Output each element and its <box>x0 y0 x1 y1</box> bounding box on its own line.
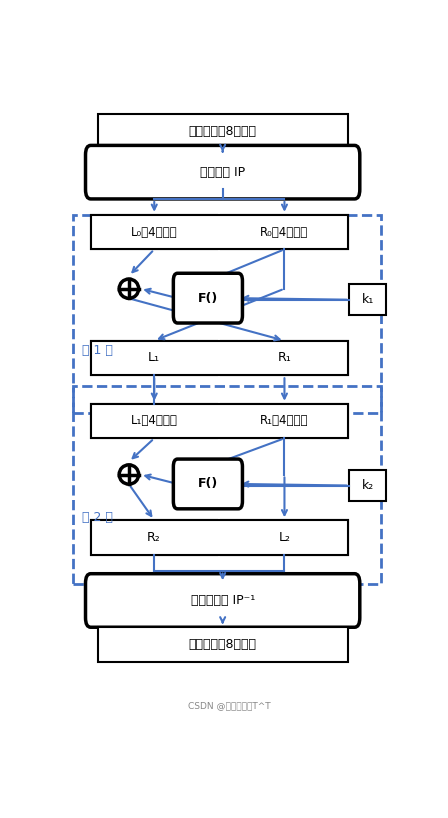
Text: L₀（4比特）: L₀（4比特） <box>131 226 177 239</box>
Bar <box>90 340 348 375</box>
Bar <box>90 214 217 249</box>
Text: 明文分组（8比特）: 明文分组（8比特） <box>189 124 257 137</box>
Text: k₂: k₂ <box>362 479 374 492</box>
Ellipse shape <box>119 465 138 484</box>
Bar <box>90 214 348 249</box>
Text: R₀（4比特）: R₀（4比特） <box>260 226 308 239</box>
Bar <box>90 520 348 555</box>
Text: CSDN @无聊看看天T^T: CSDN @无聊看看天T^T <box>188 702 271 711</box>
Bar <box>90 340 217 375</box>
FancyBboxPatch shape <box>86 146 360 199</box>
Text: k₁: k₁ <box>362 293 374 306</box>
Bar <box>90 403 217 438</box>
Bar <box>98 114 348 149</box>
Text: F(): F() <box>198 478 218 491</box>
Text: R₁（4比特）: R₁（4比特） <box>260 415 309 428</box>
Text: 逆初始换位 IP⁻¹: 逆初始换位 IP⁻¹ <box>190 594 255 607</box>
Text: 初始换位 IP: 初始换位 IP <box>200 166 245 178</box>
Text: 第 2 轮: 第 2 轮 <box>82 510 113 524</box>
Text: F(): F() <box>198 292 218 304</box>
Text: R₁: R₁ <box>277 352 291 365</box>
Text: L₁（4比特）: L₁（4比特） <box>131 415 177 428</box>
Bar <box>349 284 386 316</box>
Bar <box>90 520 217 555</box>
FancyBboxPatch shape <box>173 459 242 509</box>
Text: 密文分组（8比特）: 密文分组（8比特） <box>189 638 257 651</box>
Bar <box>221 214 348 249</box>
Ellipse shape <box>119 279 138 299</box>
Bar <box>73 214 381 413</box>
Bar <box>221 403 348 438</box>
Bar <box>73 386 381 584</box>
Bar <box>221 520 348 555</box>
Text: R₂: R₂ <box>147 531 161 544</box>
Text: L₁: L₁ <box>148 352 160 365</box>
Bar <box>221 340 348 375</box>
Text: L₂: L₂ <box>278 531 290 544</box>
FancyBboxPatch shape <box>173 273 242 323</box>
Bar <box>90 403 348 438</box>
Text: 第 1 轮: 第 1 轮 <box>82 344 113 357</box>
Bar <box>98 627 348 662</box>
FancyBboxPatch shape <box>86 573 360 627</box>
Bar <box>349 470 386 501</box>
